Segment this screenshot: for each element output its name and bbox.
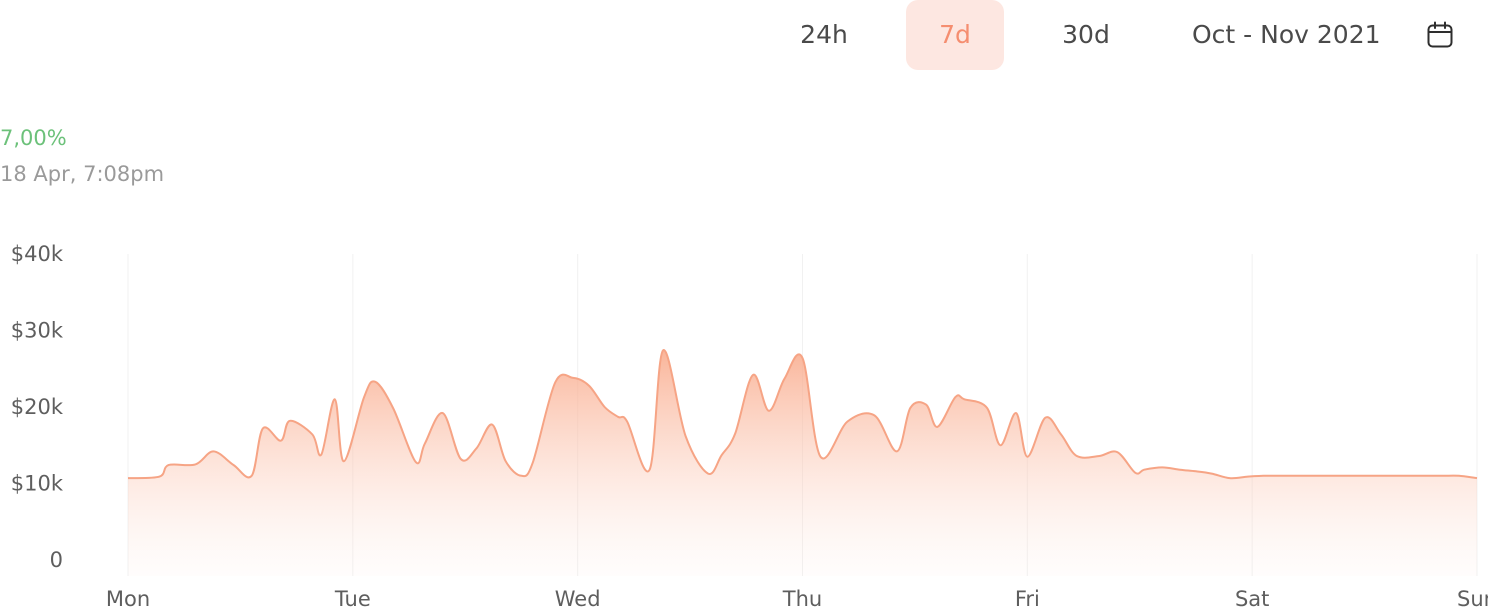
series-area <box>128 350 1477 576</box>
x-tick-sun: Sun <box>1457 587 1488 611</box>
change-percent: 7,00% <box>0 126 67 150</box>
tab-7d[interactable]: 7d <box>906 0 1004 70</box>
x-tick-sat: Sat <box>1235 587 1269 611</box>
tab-30d[interactable]: 30d <box>1062 20 1110 49</box>
x-tick-wed: Wed <box>555 587 601 611</box>
series-layer <box>127 349 1478 576</box>
calendar-icon[interactable] <box>1426 21 1454 49</box>
y-tick-label: $10k <box>11 472 64 496</box>
x-tick-tue: Tue <box>334 587 371 611</box>
x-tick-thu: Thu <box>782 587 822 611</box>
y-tick-label: $30k <box>11 319 64 343</box>
y-axis: 0 $10k $20k $30k $40k <box>11 242 64 572</box>
y-tick-label: $40k <box>11 242 64 266</box>
tab-24h[interactable]: 24h <box>800 20 848 49</box>
area-chart: 0 $10k $20k $30k $40k Mon Tue Wed Thu Fri Sat Sun <box>11 242 1488 611</box>
y-tick-label: 0 <box>50 548 63 572</box>
series-line <box>127 349 1478 480</box>
x-tick-mon: Mon <box>106 587 150 611</box>
x-tick-fri: Fri <box>1015 587 1040 611</box>
x-axis: Mon Tue Wed Thu Fri Sat Sun <box>106 587 1488 611</box>
range-selector: 24h 7d 30d Oct - Nov 2021 <box>760 0 1488 70</box>
timestamp: 18 Apr, 7:08pm <box>0 162 165 186</box>
date-range-label[interactable]: Oct - Nov 2021 <box>1192 20 1381 49</box>
y-tick-label: $20k <box>11 395 64 419</box>
